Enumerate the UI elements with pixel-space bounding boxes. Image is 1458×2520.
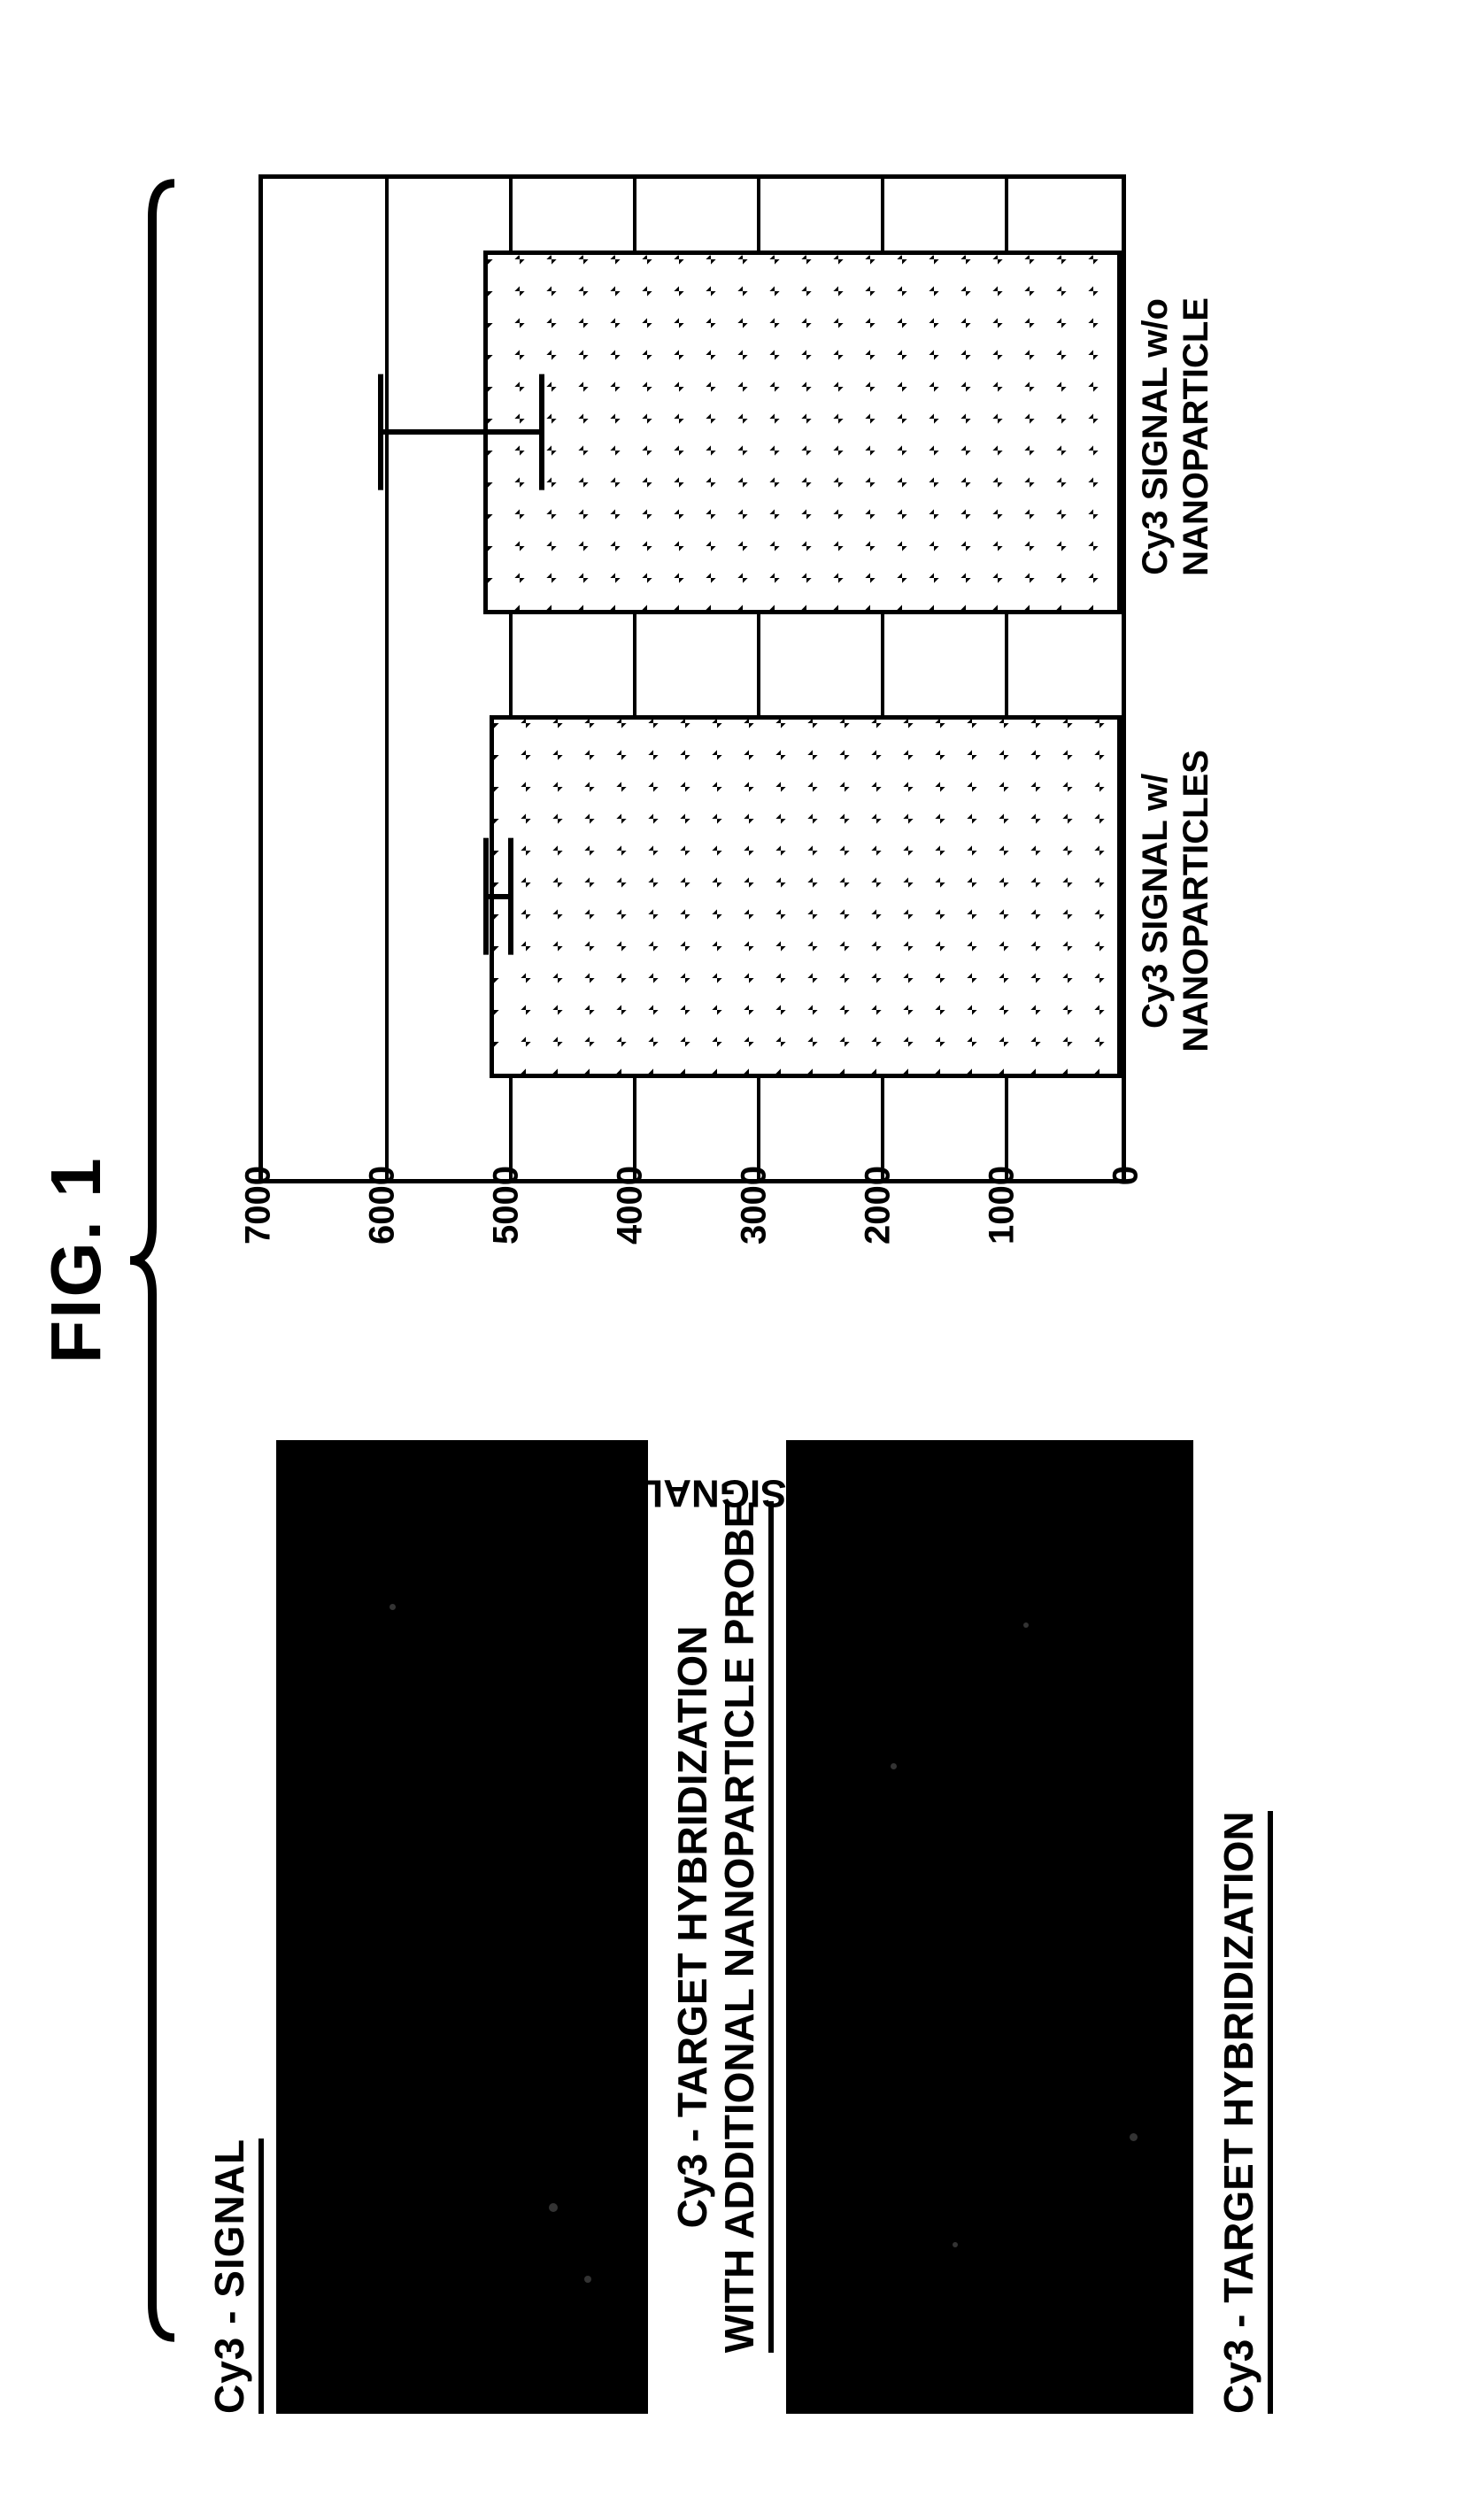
- panel-bottom-caption: Cy3 - TARGET HYBRIDIZATION: [1215, 1811, 1273, 2414]
- chart-column: Cy3 NET SIGNAL 0100020003000400050006000…: [205, 106, 1356, 1316]
- chart-error-cap: [539, 374, 544, 490]
- panel-mid-caption-line1: Cy3 - TARGET HYBRIDIZATION: [669, 1626, 715, 2229]
- chart-error-cap: [508, 838, 513, 954]
- chart-bar: [490, 715, 1122, 1078]
- bar-chart: Cy3 NET SIGNAL 0100020003000400050006000…: [241, 148, 1356, 1316]
- chart-y-tick-label: 3000: [735, 1166, 775, 1272]
- chart-plot-area: [258, 174, 1126, 1183]
- chart-gridline: [385, 179, 389, 1179]
- panel-image-bottom: [786, 1440, 1193, 2414]
- chart-y-tick-label: 7000: [239, 1166, 279, 1272]
- chart-y-axis-label: Cy3 NET SIGNAL: [639, 1471, 957, 1515]
- chart-y-tick-label: 0: [1107, 1166, 1146, 1272]
- chart-error-bar: [381, 429, 542, 435]
- chart-y-tick-label: 6000: [363, 1166, 403, 1272]
- panel-mid-caption: Cy3 - TARGET HYBRIDIZATION WITH ADDITION…: [669, 1501, 774, 2354]
- panel-mid-caption-line2: WITH ADDITIONAL NANOPARTICLE PROBE: [716, 1501, 762, 2354]
- chart-y-tick-label: 4000: [611, 1166, 651, 1272]
- image-panels-column: Cy3 - SIGNAL Cy3 - TARGET HYBRIDIZATION …: [205, 1440, 1285, 2414]
- chart-bar: [483, 250, 1122, 613]
- panel-image-top: [276, 1440, 648, 2414]
- figure-brace: [126, 71, 179, 2449]
- chart-error-cap: [483, 838, 489, 954]
- chart-error-bar: [486, 894, 511, 899]
- panel-top-title: Cy3 - SIGNAL: [205, 2139, 264, 2414]
- chart-x-category-label: Cy3 SIGNAL w/oNANOPARTICLE: [1135, 250, 1216, 622]
- chart-error-cap: [378, 374, 383, 490]
- chart-y-tick-label: 1000: [983, 1166, 1022, 1272]
- chart-x-category-label: Cy3 SIGNAL w/NANOPARTICLES: [1135, 715, 1216, 1087]
- figure-label: FIG. 1: [35, 71, 117, 2449]
- chart-y-tick-label: 2000: [859, 1166, 899, 1272]
- chart-y-tick-label: 5000: [487, 1166, 527, 1272]
